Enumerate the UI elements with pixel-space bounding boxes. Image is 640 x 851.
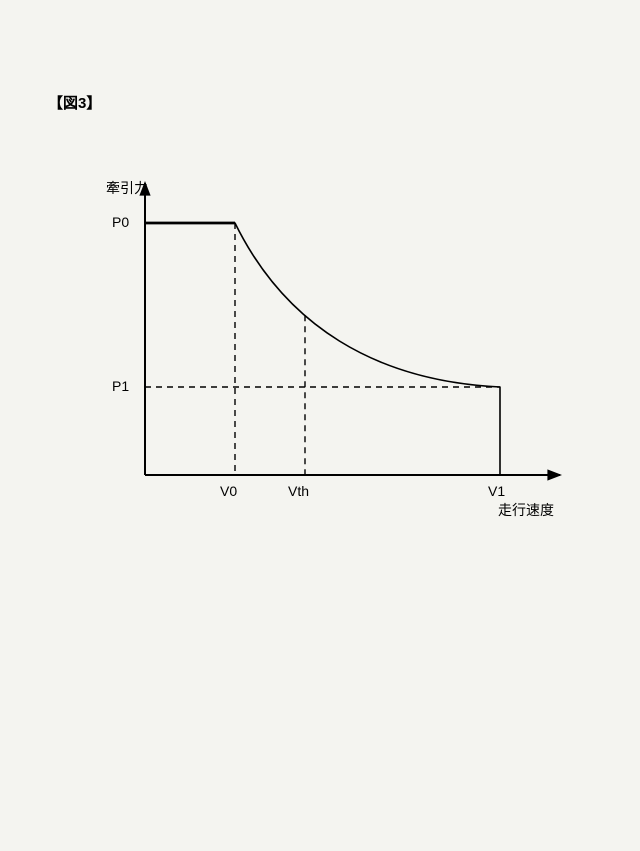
x-axis-title: 走行速度 — [498, 500, 554, 520]
x-tick-label-v1: V1 — [488, 483, 505, 499]
chart-svg — [105, 175, 565, 495]
x-tick-label-v0: V0 — [220, 483, 237, 499]
y-tick-label-p0: P0 — [112, 214, 129, 230]
y-tick-label-p1: P1 — [112, 378, 129, 394]
x-tick-label-vth: Vth — [288, 483, 309, 499]
figure-label: 【図3】 — [48, 92, 101, 113]
y-axis-title: 牽引力 — [106, 178, 148, 198]
chart-container — [105, 175, 565, 495]
